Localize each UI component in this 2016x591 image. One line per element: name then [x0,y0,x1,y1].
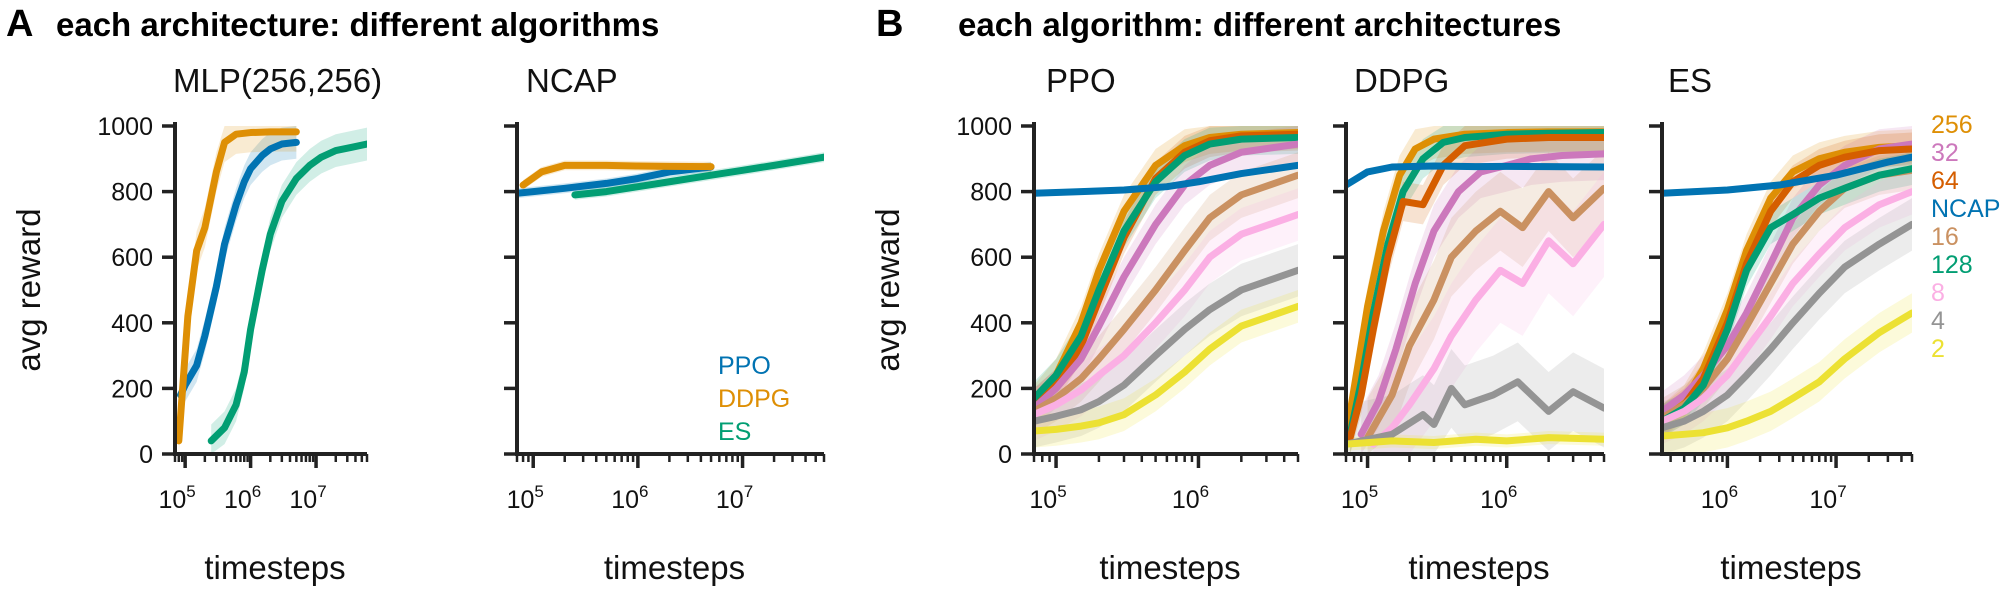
panel-a-heading: each architecture: different algorithms [56,6,659,43]
y-tick-label: 0 [998,441,1012,469]
series-group [1662,126,1912,454]
chart-4: DDPG 105 106 timesteps [1333,62,1606,586]
x-tick-label: 106 [1701,482,1738,514]
x-tick-label: 106 [224,482,261,514]
y-tick-label: 600 [970,244,1012,272]
series-band-16 [1367,148,1604,454]
series-group [1034,126,1298,448]
plots-container: MLP(256,256) 0 200 400 600 800 1000 105 106 107 ti… [10,62,2000,586]
x-tick-label: 106 [1172,482,1209,514]
series-line-16 [1034,171,1298,415]
series-line-2 [1662,309,1912,440]
legend-entry-ddpg: DDPG [718,385,790,413]
y-tick-label: 600 [111,244,153,272]
series-line-ppo [517,163,715,197]
legend-entry-2: 2 [1931,335,1945,363]
series-line-4 [1662,220,1912,432]
series-line-4 [1034,266,1298,425]
chart-3: PPO 0 200 400 600 800 1000 105 106 timesteps avg r… [869,62,1300,586]
y-tick-label: 1000 [956,113,1012,141]
series-line-16 [1364,184,1604,442]
series-group [1346,126,1604,454]
y-axis-label: avg reward [869,208,906,371]
y-tick-label: 800 [111,179,153,207]
panel-b-letter: B [876,3,903,45]
series-line-64 [1346,133,1604,442]
series-line-es [571,153,824,199]
x-axis-label: timesteps [1099,549,1240,586]
series-line-8 [1662,188,1912,425]
y-tick-label: 1000 [97,113,153,141]
series-line-8 [1034,211,1298,419]
y-tick-label: 0 [139,441,153,469]
series-line-2 [1346,434,1604,448]
y-tick-label: 200 [970,375,1012,403]
legend-entry-16: 16 [1931,223,1959,251]
chart-1: MLP(256,256) 0 200 400 600 800 1000 105 106 107 ti… [10,62,790,586]
x-tick-label: 107 [716,482,753,514]
x-tick-label: 106 [611,482,648,514]
x-tick-label: 105 [507,482,544,514]
series-line-ncap [1662,153,1912,197]
series-line-128 [1034,133,1298,402]
chart-title: DDPG [1354,62,1449,99]
series-line-32 [1034,140,1298,412]
series-line-32 [1357,150,1604,438]
x-axis-label: timesteps [1408,549,1549,586]
x-axis-label: timesteps [1720,549,1861,586]
x-tick-label: 105 [158,482,195,514]
chart-2: NCAP 105 106 107 timesteps [504,62,826,586]
series-band-64 [1350,126,1604,454]
x-tick-label: 105 [1341,482,1378,514]
panel-a-letter: A [6,3,33,45]
y-tick-label: 400 [111,310,153,338]
y-tick-label: 800 [970,179,1012,207]
series-line-4 [1346,378,1604,448]
chart-title: NCAP [526,62,618,99]
series-line-ddpg [175,128,300,445]
legend-entry-4: 4 [1931,307,1945,335]
panel-b-heading: each algorithm: different architectures [958,6,1561,43]
y-axis-label: avg reward [10,208,47,371]
x-axis-label: timesteps [204,549,345,586]
series-line-ncap [1034,161,1298,197]
x-axis-label: timesteps [604,549,745,586]
series-band-16 [1034,152,1298,435]
series-line-ddpg [519,161,715,189]
series-line-ncap [1346,162,1604,189]
legend-entry-256: 256 [1931,111,1973,139]
series-line-128 [1662,165,1912,425]
legend-entry-128: 128 [1931,251,1973,279]
legend-entry-ncap: NCAP [1931,195,2000,223]
y-tick-label: 400 [970,310,1012,338]
legend: PPO DDPG ES [718,352,790,446]
series-band-2 [1662,293,1912,454]
series-line-2 [1034,302,1298,435]
series-line-es [207,140,367,445]
legend-entry-32: 32 [1931,139,1959,167]
y-tick-label: 200 [111,375,153,403]
series-line-8 [1369,220,1604,448]
legend-entry-64: 64 [1931,167,1959,195]
chart-title: ES [1668,62,1712,99]
x-tick-label: 106 [1480,482,1517,514]
x-tick-label: 105 [1029,482,1066,514]
series-line-ppo [177,138,300,399]
chart-title: PPO [1046,62,1116,99]
chart-title: MLP(256,256) [173,62,382,99]
legend-entry-es: ES [718,418,751,446]
x-tick-label: 107 [289,482,326,514]
x-tick-label: 107 [1809,482,1846,514]
series-group [175,126,367,454]
legend-entry-ppo: PPO [718,352,771,380]
legend-entry-8: 8 [1931,279,1945,307]
series-band-ppo [180,126,297,412]
series-group [517,152,824,200]
